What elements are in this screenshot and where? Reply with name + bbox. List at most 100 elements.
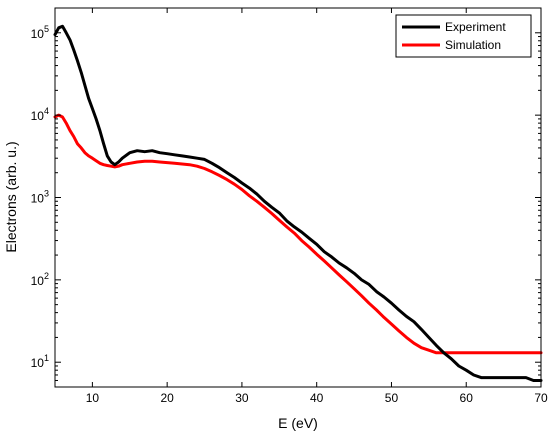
data-point-experiment — [143, 150, 146, 153]
data-point-experiment — [181, 155, 183, 157]
data-point-experiment — [315, 243, 318, 246]
data-point-experiment — [95, 118, 97, 120]
data-point-simulation — [226, 178, 228, 181]
data-point-experiment — [375, 290, 378, 293]
data-point-experiment — [117, 161, 120, 163]
data-point-simulation — [375, 309, 378, 311]
data-point-simulation — [405, 336, 408, 339]
data-point-experiment — [323, 250, 326, 253]
data-point-simulation — [495, 352, 497, 354]
plot-background — [55, 8, 541, 387]
data-point-simulation — [502, 352, 505, 354]
data-point-simulation — [383, 316, 385, 319]
data-point-simulation — [263, 206, 266, 209]
data-point-experiment — [502, 376, 505, 379]
x-tick-label: 40 — [310, 391, 324, 405]
y-tick-label: 103 — [31, 189, 49, 206]
data-point-experiment — [91, 107, 94, 110]
data-point-simulation — [510, 352, 512, 354]
data-point-experiment — [458, 365, 460, 367]
data-point-experiment — [248, 187, 251, 189]
data-point-experiment — [166, 152, 168, 155]
data-point-simulation — [398, 330, 400, 332]
data-point-simulation — [248, 195, 251, 197]
data-point-experiment — [80, 71, 82, 74]
data-point-experiment — [271, 206, 273, 209]
data-point-simulation — [76, 142, 79, 145]
data-point-simulation — [278, 219, 281, 221]
data-point-experiment — [57, 27, 60, 29]
data-point-experiment — [256, 193, 258, 195]
data-point-experiment — [61, 25, 64, 28]
data-point-experiment — [472, 374, 475, 376]
data-point-experiment — [99, 129, 101, 132]
data-point-simulation — [390, 323, 393, 325]
data-point-simulation — [532, 352, 535, 354]
data-point-simulation — [91, 157, 94, 159]
data-point-simulation — [114, 166, 116, 168]
x-tick-label: 10 — [86, 391, 100, 405]
data-point-experiment — [84, 84, 86, 87]
data-point-experiment — [106, 155, 109, 157]
data-point-experiment — [405, 315, 408, 318]
data-point-experiment — [188, 156, 191, 158]
data-point-experiment — [450, 358, 453, 360]
data-point-experiment — [69, 39, 71, 41]
data-point-simulation — [428, 349, 430, 352]
data-point-experiment — [383, 296, 385, 298]
data-point-experiment — [87, 97, 90, 100]
data-point-experiment — [353, 272, 355, 275]
x-tick-label: 70 — [534, 391, 548, 405]
data-point-simulation — [218, 174, 221, 177]
data-point-experiment — [330, 256, 333, 258]
legend-box — [395, 14, 532, 58]
data-point-simulation — [271, 212, 273, 215]
data-point-experiment — [121, 157, 124, 159]
data-point-experiment — [226, 171, 228, 174]
x-tick-label: 50 — [385, 391, 399, 405]
y-tick-label: 101 — [31, 353, 49, 370]
data-point-experiment — [532, 379, 535, 382]
plot-frame — [54, 7, 542, 388]
data-point-simulation — [143, 160, 146, 163]
data-point-simulation — [420, 346, 423, 349]
data-point-simulation — [151, 160, 153, 163]
data-point-simulation — [487, 352, 490, 354]
data-point-simulation — [241, 188, 243, 191]
data-point-experiment — [487, 376, 490, 379]
data-point-experiment — [110, 161, 112, 163]
data-point-experiment — [465, 369, 468, 372]
y-tick-label: 102 — [31, 271, 49, 288]
data-point-experiment — [129, 151, 131, 154]
data-point-experiment — [278, 212, 281, 214]
data-point-simulation — [158, 161, 161, 163]
data-point-experiment — [435, 344, 438, 347]
data-point-simulation — [121, 163, 124, 166]
data-point-experiment — [136, 149, 138, 152]
data-point-simulation — [84, 151, 86, 154]
data-point-simulation — [323, 260, 326, 262]
data-point-simulation — [117, 165, 120, 167]
data-point-experiment — [338, 262, 340, 264]
data-point-experiment — [293, 226, 296, 228]
legend-label-experiment: Experiment — [445, 20, 506, 34]
data-point-simulation — [188, 163, 191, 166]
data-point-experiment — [203, 158, 206, 161]
data-point-experiment — [480, 376, 483, 379]
data-point-simulation — [308, 246, 311, 248]
data-point-simulation — [338, 274, 340, 276]
data-point-experiment — [233, 176, 236, 179]
data-point-simulation — [136, 161, 138, 163]
data-point-experiment — [76, 59, 79, 62]
data-point-simulation — [129, 162, 131, 165]
data-point-experiment — [510, 376, 512, 379]
data-point-simulation — [102, 163, 105, 166]
x-tick-label: 30 — [235, 391, 249, 405]
x-axis-ticks: 10 20 30 40 50 60 70 — [86, 8, 548, 405]
data-point-simulation — [106, 164, 109, 167]
data-point-simulation — [173, 162, 176, 165]
data-point-simulation — [353, 287, 355, 290]
data-point-experiment — [218, 166, 221, 169]
data-point-simulation — [465, 352, 468, 354]
